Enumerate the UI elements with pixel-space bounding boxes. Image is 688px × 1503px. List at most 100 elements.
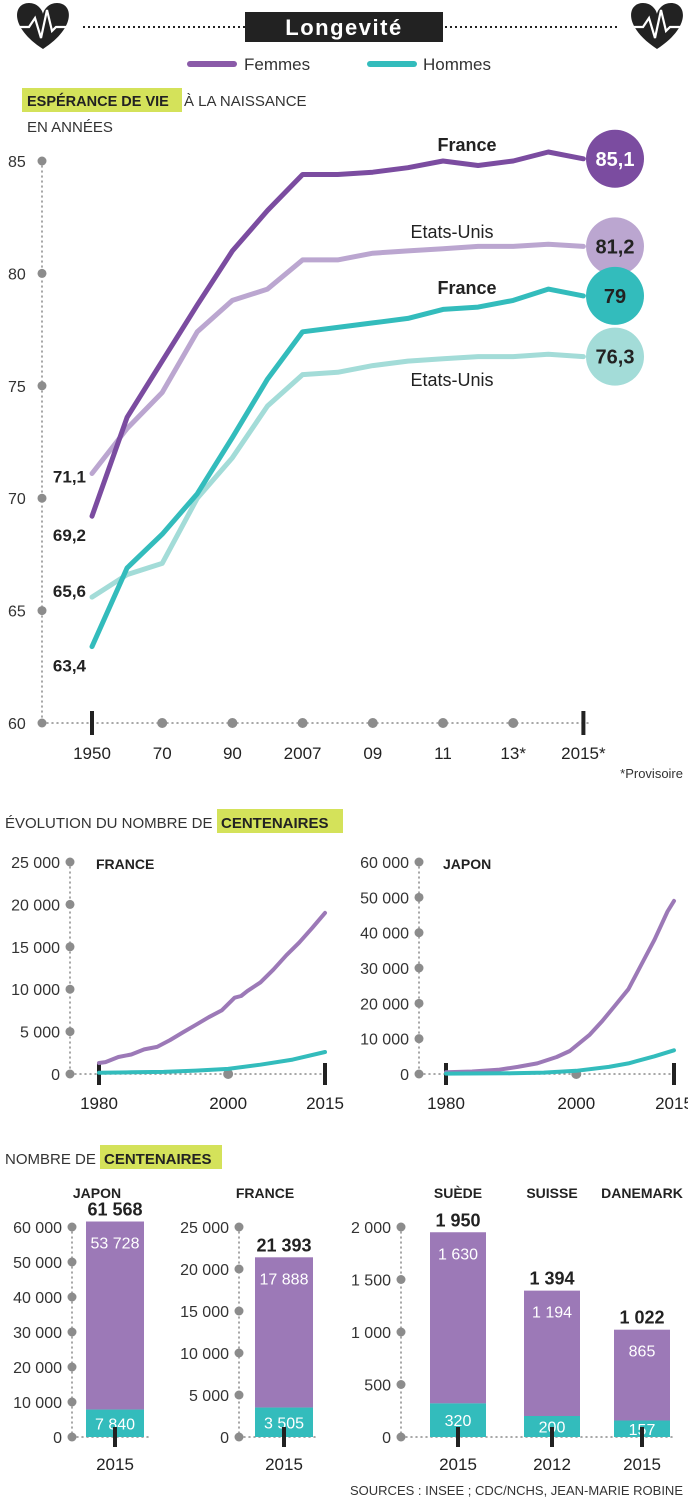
x-tick-dot xyxy=(157,718,168,728)
y-tick-label: 20 000 xyxy=(13,1360,62,1377)
y-tick-dot xyxy=(67,1362,77,1372)
legend: Femmes Hommes xyxy=(187,55,491,74)
bar-femmes-label: 53 728 xyxy=(91,1236,140,1253)
series-country-label: Etats-Unis xyxy=(410,370,493,390)
x-tick-dot xyxy=(438,718,448,728)
heart-right-icon xyxy=(619,3,688,49)
y-tick-dot xyxy=(234,1390,244,1400)
country-label: SUISSE xyxy=(526,1185,577,1201)
y-tick-label: 30 000 xyxy=(13,1325,62,1342)
y-tick-label: 15 000 xyxy=(180,1304,229,1321)
y-tick-dot xyxy=(414,1034,424,1044)
x-tick-dot xyxy=(297,718,308,728)
y-tick-dot xyxy=(234,1306,244,1316)
y-tick-dot xyxy=(414,1069,424,1079)
y-tick-label: 50 000 xyxy=(13,1255,62,1272)
y-tick-label: 10 000 xyxy=(13,1395,62,1412)
end-value-circle xyxy=(586,266,644,325)
y-tick-dot xyxy=(37,268,47,278)
x-tick-label: 2015 xyxy=(265,1455,303,1474)
end-value-circle xyxy=(586,327,644,386)
y-tick-label: 20 000 xyxy=(11,897,60,914)
y-tick-label: 75 xyxy=(8,379,26,396)
y-tick-label: 20 000 xyxy=(180,1262,229,1279)
y-tick-label: 60 xyxy=(8,716,26,733)
y-tick-label: 10 000 xyxy=(180,1346,229,1363)
header: Longevité Femmes Hommes xyxy=(5,3,688,74)
y-tick-dot xyxy=(65,857,75,867)
x-tick-label: 90 xyxy=(223,744,242,763)
y-tick-dot xyxy=(396,1380,406,1389)
start-value-label: 65,6 xyxy=(53,582,86,601)
series-line-hommes xyxy=(97,1050,327,1075)
series-line-femmes-etats-unis xyxy=(89,241,586,476)
series-labels: 85,1 69,2 81,2 71,1 79 63,4 76,3 65,6 France Etat… xyxy=(53,129,644,676)
y-tick-label: 10 000 xyxy=(360,1032,409,1049)
series-lines xyxy=(89,149,586,650)
start-value-label: 69,2 xyxy=(53,526,86,545)
bar-total-label: 1 950 xyxy=(435,1210,480,1230)
y-tick-label: 60 000 xyxy=(360,855,409,872)
x-tick-label: 1950 xyxy=(73,744,111,763)
bar-femmes xyxy=(86,1221,144,1410)
y-tick-label: 2 000 xyxy=(351,1220,391,1237)
x-tick-label: 2007 xyxy=(284,744,322,763)
y-tick-label: 1 000 xyxy=(351,1325,391,1342)
y-tick-dot xyxy=(37,156,47,166)
y-axis-label: EN ANNÉES xyxy=(27,119,113,136)
y-tick-label: 1 500 xyxy=(351,1273,391,1290)
legend-label-femmes: Femmes xyxy=(244,55,310,74)
x-tick-label: 2000 xyxy=(209,1094,247,1113)
series-line-femmes xyxy=(97,910,327,1065)
y-tick-dot xyxy=(67,1292,77,1302)
y-tick-label: 60 000 xyxy=(13,1220,62,1237)
end-value-label: 81,2 xyxy=(596,236,635,258)
x-tick-label: 2015 xyxy=(623,1455,661,1474)
y-tick-label: 40 000 xyxy=(360,926,409,943)
y-tick-dot xyxy=(37,381,47,391)
y-tick-dot xyxy=(414,857,424,867)
sources: SOURCES : INSEE ; CDC/NCHS, JEAN-MARIE R… xyxy=(350,1483,683,1498)
x-tick-label: 1980 xyxy=(427,1094,465,1113)
y-tick-dot xyxy=(234,1432,244,1442)
y-tick-label: 70 xyxy=(8,491,26,508)
footnote: *Provisoire xyxy=(620,766,683,781)
bar-femmes-label: 1 630 xyxy=(438,1246,478,1263)
bar-femmes-label: 1 194 xyxy=(532,1305,572,1322)
x-tick-dot xyxy=(227,718,238,728)
section-title-highlight: CENTENAIRES xyxy=(221,815,329,832)
y-tick-label: 0 xyxy=(400,1067,409,1084)
series-line-hommes-france xyxy=(89,286,586,650)
x-tick-label: 2015* xyxy=(561,744,606,763)
series-country-label: Etats-Unis xyxy=(410,222,493,242)
series-line-hommes-etats-unis xyxy=(89,351,586,600)
y-tick-dot xyxy=(414,892,424,902)
heart-left-icon xyxy=(5,3,81,49)
series-country-label: France xyxy=(437,135,496,155)
legend-label-hommes: Hommes xyxy=(423,55,491,74)
life-expectancy-chart: ESPÉRANCE DE VIE À LA NAISSANCE EN ANNÉE… xyxy=(8,88,683,781)
series-line-femmes-france xyxy=(89,149,586,519)
y-tick-label: 0 xyxy=(51,1067,60,1084)
end-value-label: 85,1 xyxy=(596,149,635,171)
chart-title-highlight: ESPÉRANCE DE VIE xyxy=(27,93,169,110)
section-title-plain: ÉVOLUTION DU NOMBRE DE xyxy=(5,815,213,832)
end-value-circle xyxy=(586,129,644,188)
y-tick-dot xyxy=(67,1257,77,1267)
centenarians-france-chart: 0 5 000 10 000 15 000 20 000 25 000 FRANCE 1980… xyxy=(11,855,344,1113)
title-banner xyxy=(245,12,443,42)
country-label: SUÈDE xyxy=(434,1185,482,1201)
chart-title: FRANCE xyxy=(96,856,154,872)
y-tick-label: 40 000 xyxy=(13,1290,62,1307)
y-tick-label: 65 xyxy=(8,604,26,621)
y-tick-label: 85 xyxy=(8,154,26,171)
y-tick-dot xyxy=(414,998,424,1008)
section-title-plain: NOMBRE DE xyxy=(5,1151,96,1168)
x-tick-dot xyxy=(508,718,519,728)
bar-femmes xyxy=(524,1290,580,1416)
y-tick-label: 80 xyxy=(8,266,26,283)
y-tick-dot xyxy=(67,1432,77,1442)
end-value-circle xyxy=(586,217,644,276)
y-tick-dot xyxy=(234,1264,244,1274)
